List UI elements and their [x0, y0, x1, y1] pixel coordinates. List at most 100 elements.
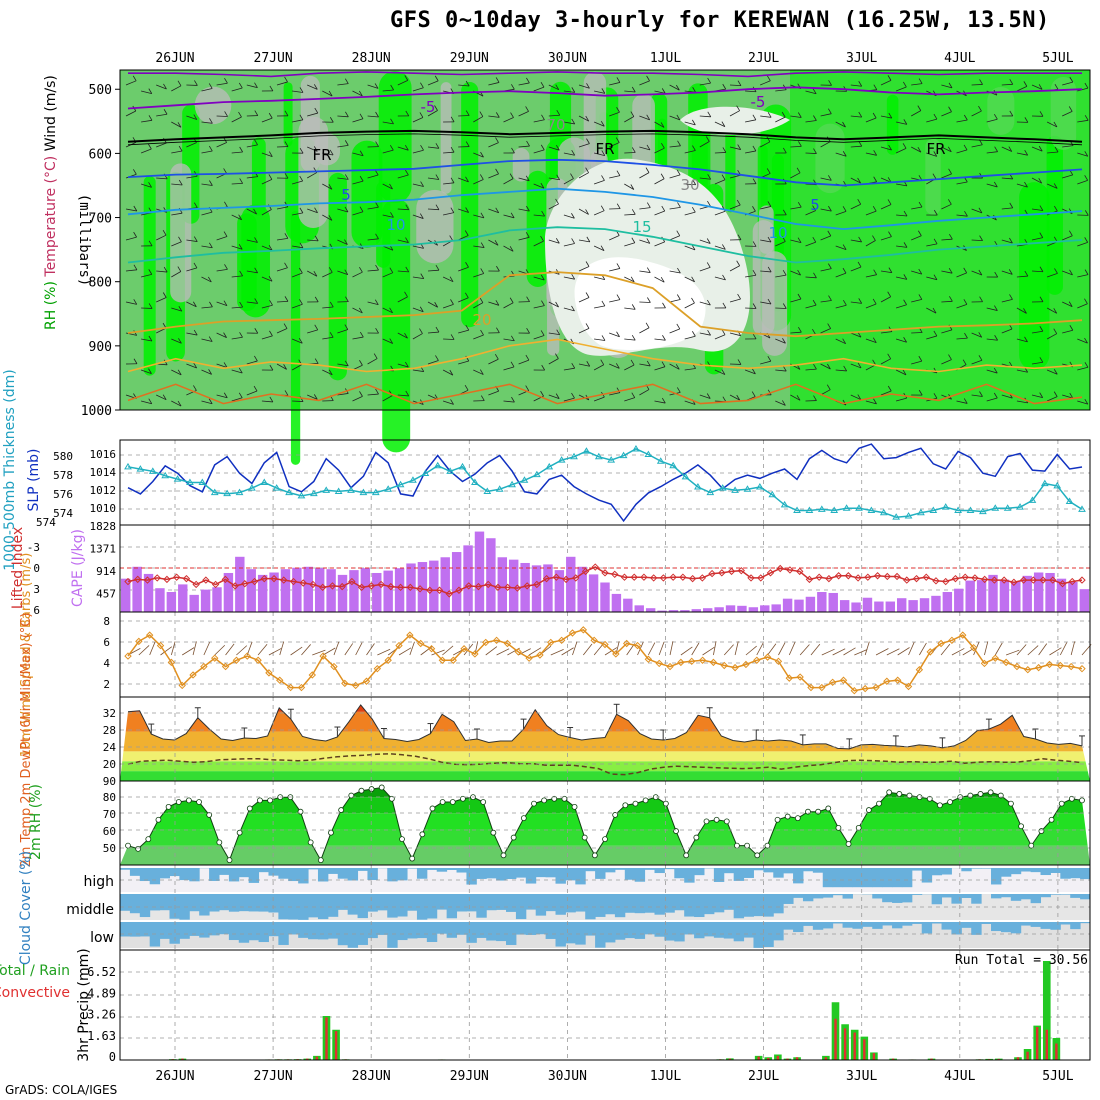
wind-barb-flag	[239, 301, 244, 308]
wind-barb	[729, 298, 741, 303]
li-tick-label: 6	[33, 604, 40, 617]
wind-barb	[201, 88, 213, 92]
wind-barb	[337, 270, 348, 276]
wind-barb-flag	[465, 292, 469, 298]
cloud-cover-cell	[595, 922, 606, 948]
wind-barb-flag	[843, 365, 848, 372]
rh-point	[1038, 828, 1045, 834]
wind-barb-flag	[647, 297, 651, 303]
wind-barb-flag	[994, 146, 998, 152]
rh-dry-patch	[194, 86, 232, 125]
wind-barb-flag	[223, 231, 228, 237]
rh-point	[1008, 800, 1014, 807]
thickness-line	[127, 448, 1083, 518]
thickness-point	[210, 488, 219, 496]
rh-point	[805, 808, 811, 815]
cloud-cover-cell	[664, 894, 675, 913]
cloud-cover-cell	[931, 922, 943, 924]
rh-point	[693, 834, 700, 841]
wind-barb	[594, 90, 605, 94]
cape-bar	[885, 601, 895, 612]
wind-barb	[714, 369, 726, 375]
wind-speed-point	[341, 679, 349, 688]
wind-barb-10m	[886, 648, 900, 656]
cloud-cover-cell	[387, 894, 398, 918]
wind-barb-10m	[246, 641, 253, 656]
rh-point	[764, 842, 771, 849]
cloud-cover-cell	[694, 922, 705, 939]
thickness-point	[409, 476, 417, 483]
cape-bar	[554, 570, 565, 612]
wind-barb-flag	[585, 292, 590, 298]
wind-barb	[594, 338, 606, 341]
cloud-cover-cell	[793, 894, 804, 898]
wind-barb-flag	[345, 296, 349, 302]
cape-bar	[223, 572, 234, 612]
wind-barb	[578, 84, 590, 89]
y-tick-label: 600	[89, 147, 112, 162]
lifted-index-point	[1019, 576, 1028, 584]
cloud-cover-cell	[773, 894, 784, 914]
wind-barb-flag	[917, 230, 922, 236]
wind-barb-flag	[691, 119, 696, 126]
wind-barb-flag	[676, 294, 681, 300]
wind-barb-flag	[254, 139, 258, 146]
wind-barb-flag	[1054, 146, 1059, 153]
cloud-cover-cell	[129, 894, 141, 914]
thickness-point	[917, 508, 925, 516]
cloud-cover-cell	[575, 894, 586, 912]
wind-barb-10m	[181, 647, 195, 656]
lifted-index-point	[971, 574, 979, 582]
wind-barb-10m	[366, 643, 375, 656]
rh-point	[734, 842, 740, 849]
precip-convective-bar	[863, 1039, 866, 1060]
wind-barb-flag	[842, 151, 847, 157]
cloud-cover-cell	[733, 894, 745, 919]
wind-barb	[880, 296, 891, 303]
cloud-cover-cell	[436, 894, 448, 910]
wind-barb	[775, 338, 786, 344]
wind-speed-point	[1056, 661, 1065, 670]
wind-barb	[775, 116, 786, 123]
cloud-cover-cell	[525, 868, 537, 884]
wind-barb-flag	[722, 147, 727, 153]
wind-barb	[820, 268, 832, 272]
cloud-cover-cell	[783, 922, 794, 930]
wind-barb	[593, 210, 605, 216]
cape-bar	[474, 531, 485, 612]
wind-barb	[367, 174, 379, 179]
wind-barb	[714, 276, 726, 281]
wind-barb-flag	[162, 292, 167, 298]
wind-barb	[639, 115, 650, 121]
wind-barb	[865, 338, 877, 344]
cloud-cover-cell	[456, 922, 467, 935]
wind-barb-flag	[586, 236, 591, 243]
cape-bar	[988, 574, 998, 612]
wind-barb	[443, 151, 455, 154]
wind-barb	[820, 177, 832, 181]
wind-barb-flag	[586, 83, 590, 89]
lifted-index-line	[127, 566, 1083, 595]
wind-barb-flag	[525, 385, 530, 391]
freezing-level-line	[127, 133, 1083, 146]
wind-speed-point	[796, 673, 804, 681]
cloud-cover-cell	[654, 868, 665, 874]
thickness-point	[780, 500, 789, 508]
slp-tick-label: 1016	[90, 448, 117, 461]
wind-barb-flag	[329, 149, 334, 156]
lifted-index-point	[435, 586, 444, 594]
wind-barb-flag	[842, 399, 847, 406]
wind-barb-flag	[888, 144, 892, 151]
wind-barb	[322, 336, 334, 340]
lifted-index-point	[1058, 580, 1067, 588]
rh-point	[937, 802, 943, 809]
wind-barb-10m	[550, 649, 564, 656]
wind-barb-10m	[463, 643, 474, 656]
wind-barb	[911, 83, 923, 86]
wind-barb-flag	[752, 333, 757, 340]
wind-barb-flag	[208, 398, 213, 404]
wind-barb-flag	[737, 80, 742, 86]
wind-barb-flag	[254, 355, 258, 362]
date-label-bottom: 27JUN	[254, 1069, 293, 1084]
wind-barb	[503, 400, 515, 403]
